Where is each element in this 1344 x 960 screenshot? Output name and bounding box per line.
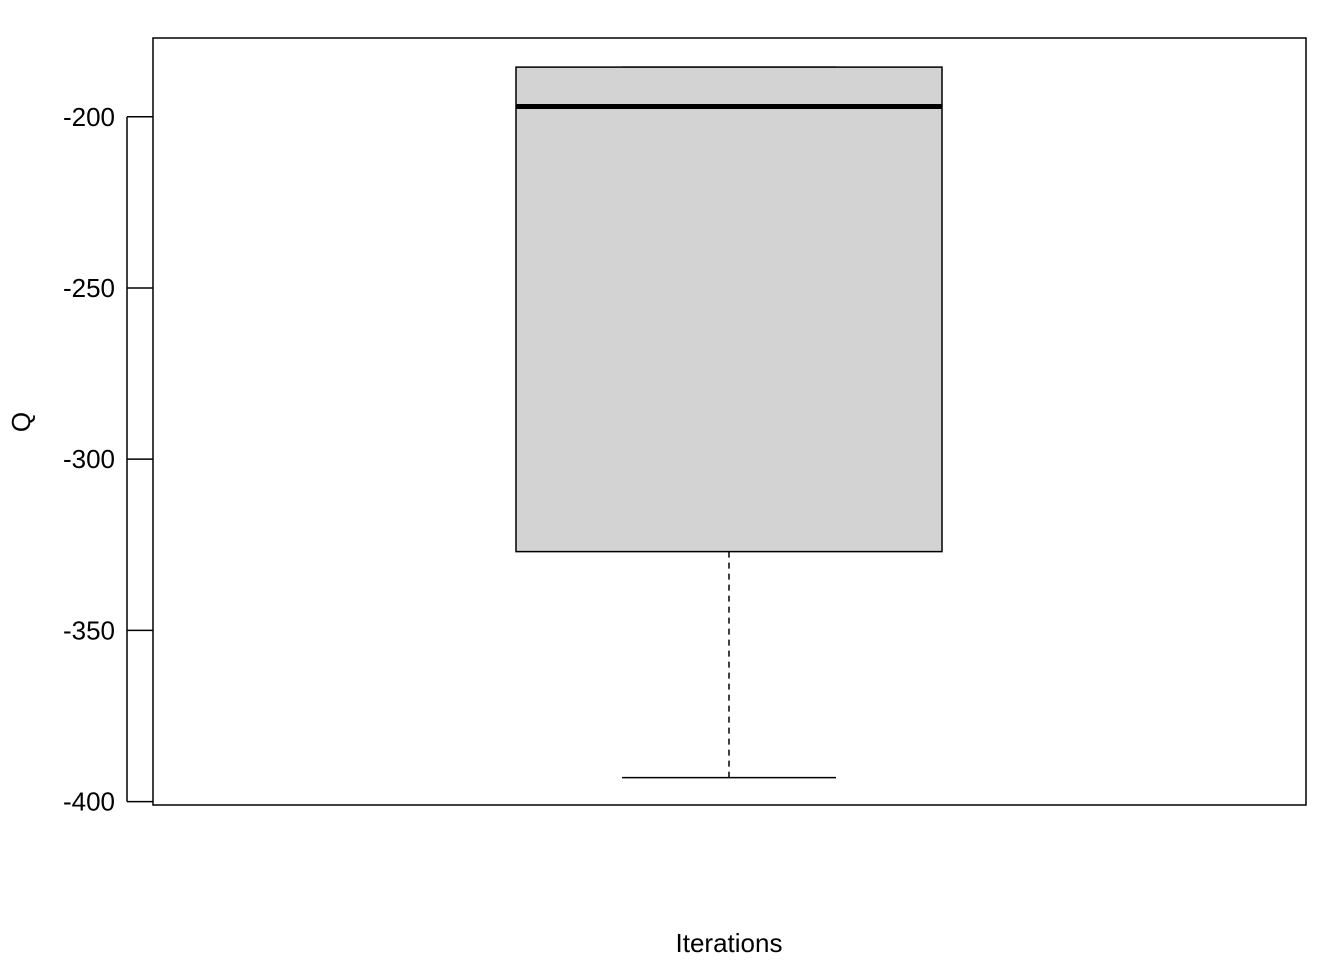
y-tick-label: -250 bbox=[63, 273, 115, 303]
box-plot bbox=[515, 66, 943, 779]
y-tick-label: -350 bbox=[63, 615, 115, 645]
y-axis: -400 -350 -300 -250 -200 bbox=[63, 102, 153, 817]
y-tick-label: -300 bbox=[63, 444, 115, 474]
box-iqr bbox=[515, 66, 943, 553]
x-axis-label: Iterations bbox=[676, 928, 783, 958]
y-tick-label: -400 bbox=[63, 787, 115, 817]
plot-frame bbox=[152, 37, 1307, 806]
y-tick-label: -200 bbox=[63, 102, 115, 132]
y-axis-label: Q bbox=[6, 412, 36, 432]
